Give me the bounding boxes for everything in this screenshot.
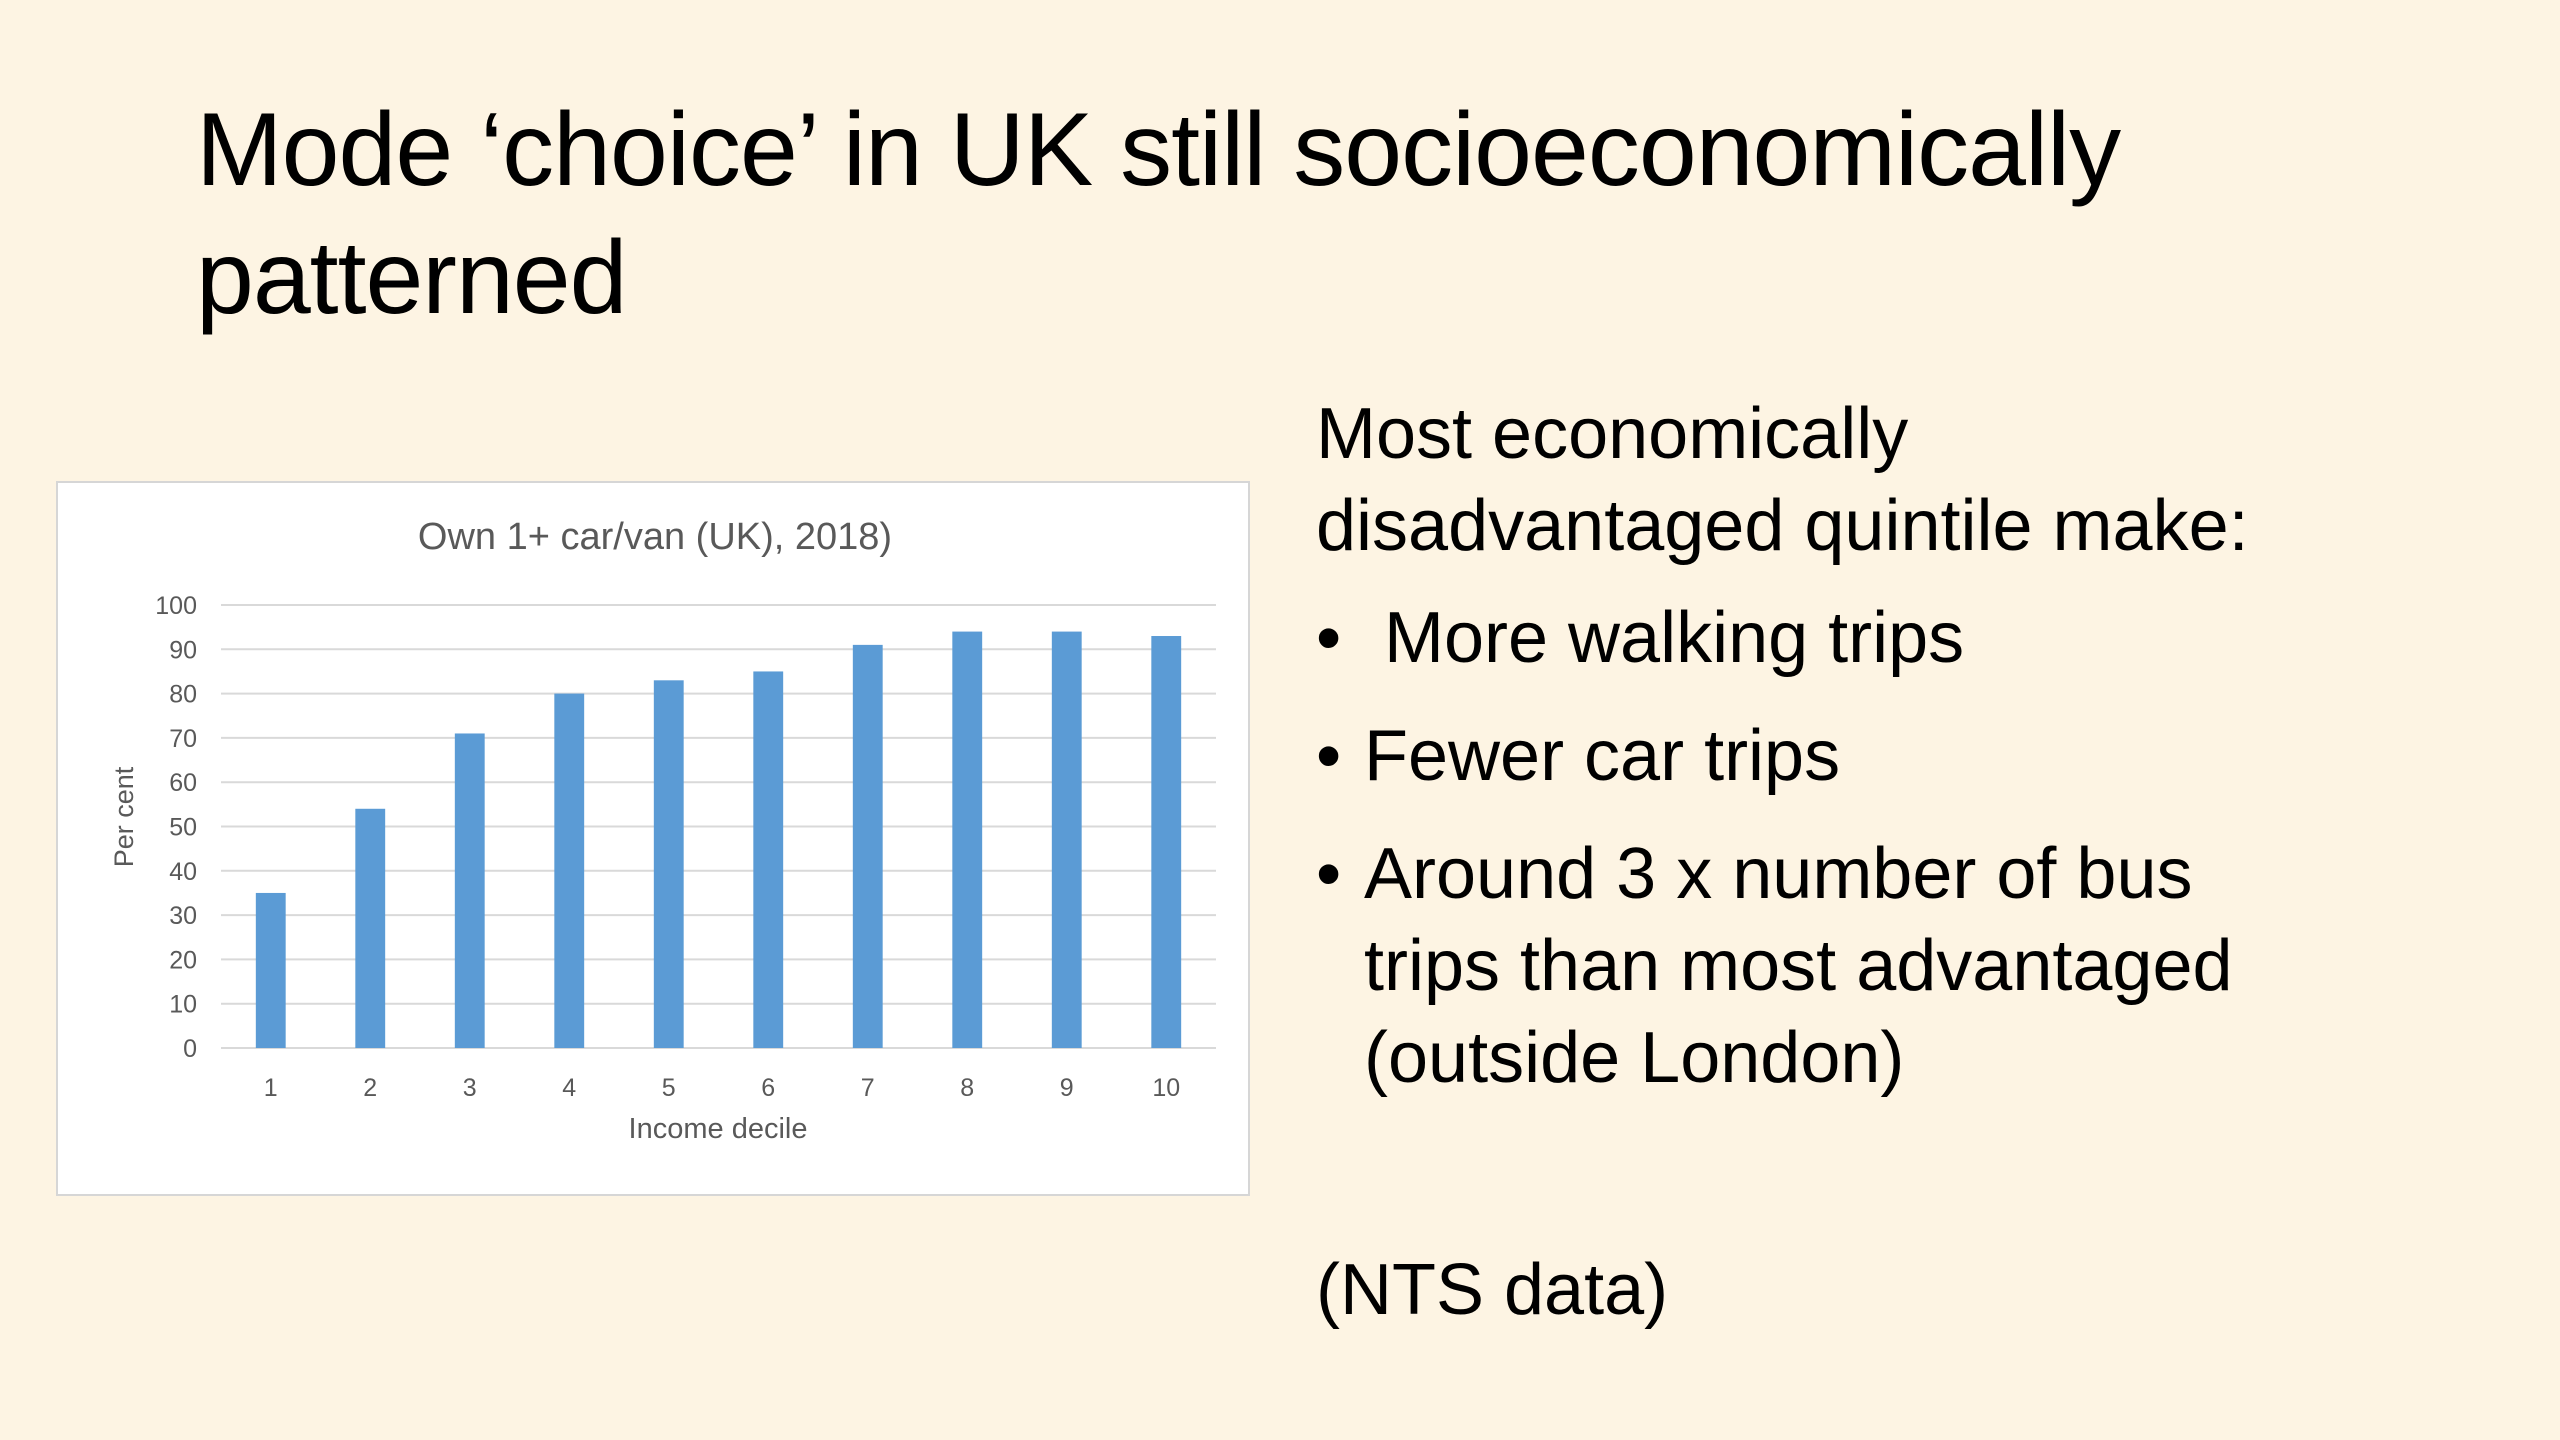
bullet-text-line-2: trips than most advantaged — [1364, 926, 2233, 1006]
chart-svg: Own 1+ car/van (UK), 2018) 0102030405060… — [109, 516, 1216, 1145]
chart-y-tick-label: 60 — [169, 769, 197, 797]
chart-bar-decile-4 — [554, 693, 585, 1048]
intro-line-2: disadvantaged quintile make: — [1316, 486, 2249, 566]
chart-y-tick-label: 30 — [169, 902, 197, 930]
bullet-icon: • — [1316, 598, 1342, 678]
chart-x-tick-label: 6 — [761, 1074, 775, 1102]
chart-y-ticks: 0 10 20 30 40 50 60 70 80 90 100 — [155, 592, 197, 1063]
chart-x-tick-label: 5 — [662, 1074, 676, 1102]
chart-bar-decile-5 — [653, 680, 684, 1048]
bullet-list: • More walking trips • Fewer car trips •… — [1316, 592, 2516, 1104]
chart-bar-decile-6 — [753, 671, 784, 1048]
bullet-text-line-3: (outside London) — [1364, 1018, 1905, 1098]
chart-y-tick-label: 10 — [169, 991, 197, 1019]
intro-line-1: Most economically — [1316, 394, 1909, 474]
chart-bar-decile-9 — [1051, 631, 1082, 1048]
summary-text: Most economically disadvantaged quintile… — [1316, 388, 2516, 1130]
chart-bar-decile-2 — [355, 808, 386, 1048]
bullet-text: More walking trips — [1384, 598, 1965, 678]
chart-x-ticks: 1 2 3 4 5 6 7 8 9 10 — [264, 1074, 1180, 1102]
bullet-text: Fewer car trips — [1364, 716, 1841, 796]
slide-title: Mode ‘choice’ in UK still socioeconomica… — [196, 86, 2396, 342]
chart-x-tick-label: 2 — [363, 1074, 377, 1102]
chart-x-tick-label: 7 — [861, 1074, 875, 1102]
chart-x-tick-label: 4 — [562, 1074, 576, 1102]
chart-y-tick-label: 100 — [155, 592, 197, 620]
chart-bar-decile-8 — [952, 631, 983, 1048]
chart-y-tick-label: 40 — [169, 858, 197, 886]
chart-y-tick-label: 50 — [169, 814, 197, 842]
bullet-icon: • — [1316, 834, 1342, 914]
chart-x-tick-label: 1 — [264, 1074, 278, 1102]
chart-x-axis-label: Income decile — [629, 1113, 808, 1145]
slide-title-line-2: patterned — [196, 220, 627, 336]
chart-y-tick-label: 0 — [183, 1035, 197, 1063]
chart-gridlines — [221, 604, 1216, 1049]
bullet-text-line-1: Around 3 x number of bus — [1364, 834, 2193, 914]
chart-bars — [255, 631, 1182, 1048]
chart-y-tick-label: 90 — [169, 636, 197, 664]
source-note: (NTS data) — [1316, 1250, 1669, 1330]
chart-y-axis-label: Per cent — [109, 766, 139, 867]
bullet-item-bus: • Around 3 x number of bus trips than mo… — [1316, 828, 2516, 1104]
chart-y-tick-label: 80 — [169, 681, 197, 709]
chart-y-tick-label: 70 — [169, 725, 197, 753]
bullet-item-car: • Fewer car trips — [1316, 710, 2516, 802]
chart-x-tick-label: 9 — [1060, 1074, 1074, 1102]
chart-x-tick-label: 10 — [1152, 1074, 1180, 1102]
bullet-item-walking: • More walking trips — [1316, 592, 2516, 684]
slide-title-line-1: Mode ‘choice’ in UK still socioeconomica… — [196, 92, 2121, 208]
chart-y-tick-label: 20 — [169, 946, 197, 974]
chart-bar-decile-3 — [454, 733, 485, 1048]
chart-title: Own 1+ car/van (UK), 2018) — [418, 516, 892, 558]
bullet-icon: • — [1316, 716, 1342, 796]
chart-bar-decile-7 — [852, 644, 883, 1048]
chart-x-tick-label: 8 — [960, 1074, 974, 1102]
chart-bar-decile-1 — [255, 892, 286, 1048]
chart-bar-decile-10 — [1151, 636, 1182, 1048]
car-ownership-chart: Own 1+ car/van (UK), 2018) 0 10 20 30 40 50 60… — [56, 481, 1250, 1196]
chart-x-tick-label: 3 — [463, 1074, 477, 1102]
